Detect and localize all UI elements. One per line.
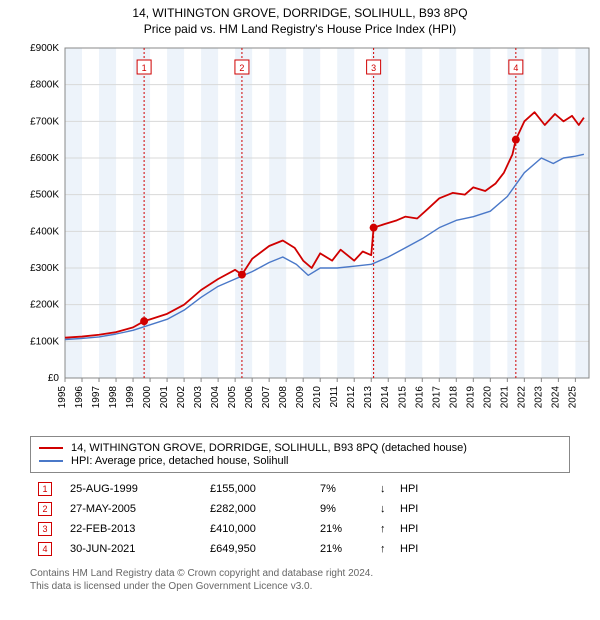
svg-text:1: 1	[142, 63, 147, 73]
legend-swatch	[39, 447, 63, 449]
sale-pct: 7%	[320, 483, 380, 495]
legend-label: HPI: Average price, detached house, Soli…	[71, 455, 289, 467]
svg-text:2012: 2012	[346, 386, 357, 409]
footer-line: This data is licensed under the Open Gov…	[30, 580, 570, 593]
sale-suffix: HPI	[400, 503, 418, 515]
svg-text:£400K: £400K	[30, 226, 59, 237]
svg-text:2017: 2017	[431, 386, 442, 409]
svg-text:2002: 2002	[176, 386, 187, 409]
sale-row: 4 30-JUN-2021£649,95021%↑HPI	[30, 539, 570, 559]
svg-text:£0: £0	[48, 373, 60, 384]
sales-table: 125-AUG-1999£155,0007%↓HPI227-MAY-2005£2…	[30, 479, 570, 559]
sale-marker: 4	[38, 542, 52, 556]
svg-text:3: 3	[371, 63, 376, 73]
sale-row: 1 25-AUG-1999£155,0007%↓HPI	[30, 479, 570, 499]
svg-text:£100K: £100K	[30, 336, 59, 347]
svg-text:£900K: £900K	[30, 43, 59, 54]
footer-attribution: Contains HM Land Registry data © Crown c…	[30, 567, 570, 593]
legend-swatch	[39, 460, 63, 462]
svg-text:2014: 2014	[380, 386, 391, 409]
footer-line: Contains HM Land Registry data © Crown c…	[30, 567, 570, 580]
svg-text:1998: 1998	[108, 386, 119, 409]
sale-suffix: HPI	[400, 523, 418, 535]
svg-text:2025: 2025	[567, 386, 578, 409]
svg-text:2003: 2003	[193, 386, 204, 409]
legend-item: HPI: Average price, detached house, Soli…	[39, 455, 561, 467]
svg-text:2024: 2024	[550, 386, 561, 409]
svg-text:4: 4	[513, 63, 518, 73]
svg-text:2001: 2001	[159, 386, 170, 409]
sale-price: £410,000	[210, 523, 320, 535]
sale-marker: 3	[38, 522, 52, 536]
page-title: 14, WITHINGTON GROVE, DORRIDGE, SOLIHULL…	[132, 6, 467, 20]
svg-text:1997: 1997	[91, 386, 102, 409]
svg-text:2: 2	[239, 63, 244, 73]
svg-text:£300K: £300K	[30, 263, 59, 274]
price-chart: £0 £100K £200K £300K £400K £500K £600K £700K £80…	[15, 40, 595, 430]
sale-date: 25-AUG-1999	[70, 483, 210, 495]
svg-text:2023: 2023	[533, 386, 544, 409]
sale-date: 27-MAY-2005	[70, 503, 210, 515]
svg-text:£600K: £600K	[30, 153, 59, 164]
svg-text:2013: 2013	[363, 386, 374, 409]
page-subtitle: Price paid vs. HM Land Registry's House …	[144, 22, 456, 36]
svg-text:1999: 1999	[125, 386, 136, 409]
svg-text:£800K: £800K	[30, 80, 59, 91]
sale-price: £155,000	[210, 483, 320, 495]
svg-text:2009: 2009	[295, 386, 306, 409]
svg-text:1995: 1995	[57, 386, 68, 409]
sale-price: £649,950	[210, 543, 320, 555]
svg-text:£500K: £500K	[30, 190, 59, 201]
legend-label: 14, WITHINGTON GROVE, DORRIDGE, SOLIHULL…	[71, 442, 467, 454]
sale-direction-icon: ↑	[380, 523, 400, 535]
svg-text:2005: 2005	[227, 386, 238, 409]
svg-text:2021: 2021	[499, 386, 510, 409]
sale-suffix: HPI	[400, 543, 418, 555]
legend-item: 14, WITHINGTON GROVE, DORRIDGE, SOLIHULL…	[39, 442, 561, 454]
svg-text:£200K: £200K	[30, 300, 59, 311]
sale-direction-icon: ↓	[380, 483, 400, 495]
sale-row: 3 22-FEB-2013£410,00021%↑HPI	[30, 519, 570, 539]
svg-text:2022: 2022	[516, 386, 527, 409]
svg-text:2007: 2007	[261, 386, 272, 409]
svg-text:1996: 1996	[74, 386, 85, 409]
sale-date: 22-FEB-2013	[70, 523, 210, 535]
svg-text:2011: 2011	[329, 386, 340, 408]
svg-text:2016: 2016	[414, 386, 425, 409]
sale-date: 30-JUN-2021	[70, 543, 210, 555]
sale-pct: 21%	[320, 523, 380, 535]
svg-text:2019: 2019	[465, 386, 476, 409]
svg-text:2018: 2018	[448, 386, 459, 409]
svg-text:2000: 2000	[142, 386, 153, 409]
svg-text:2010: 2010	[312, 386, 323, 409]
sale-price: £282,000	[210, 503, 320, 515]
sale-direction-icon: ↑	[380, 543, 400, 555]
sale-marker: 1	[38, 482, 52, 496]
legend: 14, WITHINGTON GROVE, DORRIDGE, SOLIHULL…	[30, 436, 570, 473]
sale-suffix: HPI	[400, 483, 418, 495]
sale-pct: 21%	[320, 543, 380, 555]
svg-text:2006: 2006	[244, 386, 255, 409]
sale-marker: 2	[38, 502, 52, 516]
svg-text:2020: 2020	[482, 386, 493, 409]
svg-text:2015: 2015	[397, 386, 408, 409]
sale-direction-icon: ↓	[380, 503, 400, 515]
sale-pct: 9%	[320, 503, 380, 515]
svg-text:2008: 2008	[278, 386, 289, 409]
sale-row: 2 27-MAY-2005£282,0009%↓HPI	[30, 499, 570, 519]
svg-text:£700K: £700K	[30, 116, 59, 127]
svg-text:2004: 2004	[210, 386, 221, 409]
